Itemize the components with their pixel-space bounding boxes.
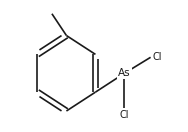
Text: Cl: Cl bbox=[152, 52, 161, 62]
Text: Cl: Cl bbox=[120, 110, 129, 120]
Text: As: As bbox=[118, 68, 131, 78]
